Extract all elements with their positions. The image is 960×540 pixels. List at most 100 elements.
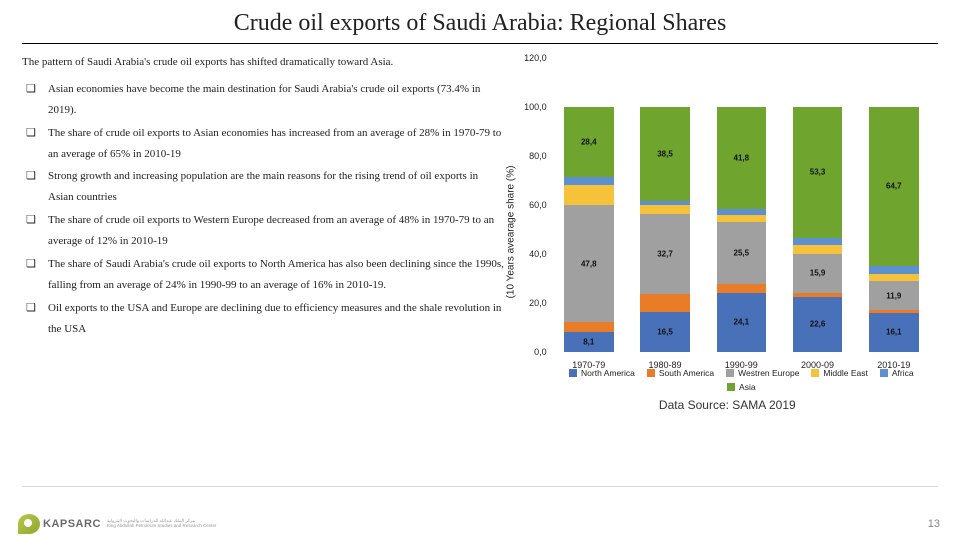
bar-value-label: 16,5 <box>657 327 673 336</box>
bullet-item: Asian economies have become the main des… <box>26 79 505 121</box>
stacked-bar: 16,5 32,7 38,5 <box>640 107 690 352</box>
plot-area: 8,1 47,8 28,4 16,5 32,7 38,5 24,1 25,5 41,8 22,6 1… <box>551 58 932 352</box>
bar-value-label: 64,7 <box>886 182 902 191</box>
legend-item: Africa <box>880 368 914 378</box>
bar-segment-north: 22,6 <box>793 297 843 352</box>
bar-column: 16,5 32,7 38,5 <box>640 58 690 352</box>
legend-item: South America <box>647 368 714 378</box>
bar-value-label: 32,7 <box>657 250 673 259</box>
bar-value-label: 8,1 <box>583 338 594 347</box>
legend-label: Africa <box>892 368 914 378</box>
logo: KAPSARC <box>18 514 101 534</box>
page-number: 13 <box>928 518 940 530</box>
legend-label: Westren Europe <box>738 368 799 378</box>
bar-segment-weur: 47,8 <box>564 205 614 322</box>
bar-segment-weur: 32,7 <box>640 214 690 294</box>
y-axis-label: (10 Years avearage share (%) <box>505 166 516 299</box>
footer: KAPSARC مركز الملك عبدالله للدراسات والب… <box>18 514 216 534</box>
slide-title: Crude oil exports of Saudi Arabia: Regio… <box>0 0 960 43</box>
stacked-bar-chart: (10 Years avearage share (%) 8,147,828,4… <box>517 52 938 412</box>
legend-swatch-icon <box>569 369 577 377</box>
legend-label: Asia <box>739 382 756 392</box>
legend-swatch-icon <box>727 383 735 391</box>
stacked-bar: 22,6 15,9 53,3 <box>793 107 843 352</box>
bar-segment-south <box>793 293 843 297</box>
y-tick: 60,0 <box>521 200 547 210</box>
y-tick: 40,0 <box>521 249 547 259</box>
stacked-bar: 24,1 25,5 41,8 <box>717 107 767 352</box>
bar-segment-south <box>717 284 767 293</box>
content-row: The pattern of Saudi Arabia's crude oil … <box>0 52 960 412</box>
logo-subtext: مركز الملك عبدالله للدراسات والبحوث البت… <box>107 519 217 529</box>
bar-segment-asia: 38,5 <box>640 107 690 201</box>
data-source: Data Source: SAMA 2019 <box>659 398 796 412</box>
legend-swatch-icon <box>880 369 888 377</box>
legend: North America South America Westren Europe… <box>551 368 932 392</box>
bar-value-label: 11,9 <box>886 291 901 300</box>
bar-segment-weur: 11,9 <box>869 281 919 310</box>
stacked-bar: 16,1 11,9 64,7 <box>869 107 919 352</box>
bar-segment-me <box>564 185 614 205</box>
legend-item: Asia <box>727 382 756 392</box>
bar-value-label: 41,8 <box>733 154 749 163</box>
text-panel: The pattern of Saudi Arabia's crude oil … <box>22 52 517 412</box>
y-tick: 0,0 <box>521 347 547 357</box>
bar-value-label: 16,1 <box>886 328 902 337</box>
footer-divider <box>22 486 938 487</box>
bar-segment-afr <box>869 266 919 274</box>
bars-container: 8,1 47,8 28,4 16,5 32,7 38,5 24,1 25,5 41,8 22,6 1… <box>551 58 932 352</box>
bar-column: 8,1 47,8 28,4 <box>564 58 614 352</box>
bar-column: 24,1 25,5 41,8 <box>717 58 767 352</box>
bar-value-label: 47,8 <box>581 259 597 268</box>
y-tick: 100,0 <box>521 102 547 112</box>
bar-segment-afr <box>793 238 843 246</box>
chart-panel: (10 Years avearage share (%) 8,147,828,4… <box>517 52 938 412</box>
title-rule <box>22 43 938 44</box>
stacked-bar: 8,1 47,8 28,4 <box>564 107 614 352</box>
bar-segment-asia: 41,8 <box>717 107 767 209</box>
bar-segment-asia: 28,4 <box>564 107 614 177</box>
bar-segment-south <box>640 294 690 311</box>
bar-segment-south <box>869 310 919 312</box>
bar-segment-north: 24,1 <box>717 293 767 352</box>
bar-value-label: 22,6 <box>810 320 826 329</box>
legend-item: North America <box>569 368 635 378</box>
legend-label: North America <box>581 368 635 378</box>
legend-label: South America <box>659 368 714 378</box>
y-tick: 120,0 <box>521 53 547 63</box>
bar-column: 22,6 15,9 53,3 <box>793 58 843 352</box>
bar-segment-me <box>717 215 767 222</box>
bar-segment-asia: 53,3 <box>793 107 843 238</box>
bar-segment-asia: 64,7 <box>869 107 919 266</box>
logo-brand: KAPSARC <box>43 518 101 530</box>
bullet-item: The share of crude oil exports to Wester… <box>26 210 505 252</box>
legend-label: Middle East <box>823 368 867 378</box>
bar-segment-afr <box>717 209 767 214</box>
y-tick: 20,0 <box>521 298 547 308</box>
bar-segment-me <box>869 274 919 281</box>
bar-value-label: 38,5 <box>657 150 673 159</box>
bar-value-label: 24,1 <box>733 318 749 327</box>
bar-segment-south <box>564 322 614 332</box>
bar-value-label: 25,5 <box>733 249 749 258</box>
bar-segment-north: 8,1 <box>564 332 614 352</box>
legend-item: Middle East <box>811 368 867 378</box>
slide: Crude oil exports of Saudi Arabia: Regio… <box>0 0 960 540</box>
bullet-item: Oil exports to the USA and Europe are de… <box>26 298 505 340</box>
bar-segment-north: 16,1 <box>869 313 919 352</box>
bullet-item: The share of Saudi Arabia's crude oil ex… <box>26 254 505 296</box>
legend-swatch-icon <box>726 369 734 377</box>
bar-segment-weur: 15,9 <box>793 254 843 293</box>
bar-value-label: 53,3 <box>810 168 826 177</box>
bar-segment-afr <box>564 177 614 186</box>
bar-value-label: 15,9 <box>810 269 826 278</box>
bullet-item: Strong growth and increasing population … <box>26 166 505 208</box>
y-tick: 80,0 <box>521 151 547 161</box>
bar-segment-north: 16,5 <box>640 312 690 352</box>
bar-value-label: 28,4 <box>581 137 597 146</box>
bullet-item: The share of crude oil exports to Asian … <box>26 123 505 165</box>
bar-segment-afr <box>640 201 690 204</box>
legend-swatch-icon <box>647 369 655 377</box>
bar-segment-me <box>640 205 690 215</box>
logo-mark-icon <box>18 514 40 534</box>
